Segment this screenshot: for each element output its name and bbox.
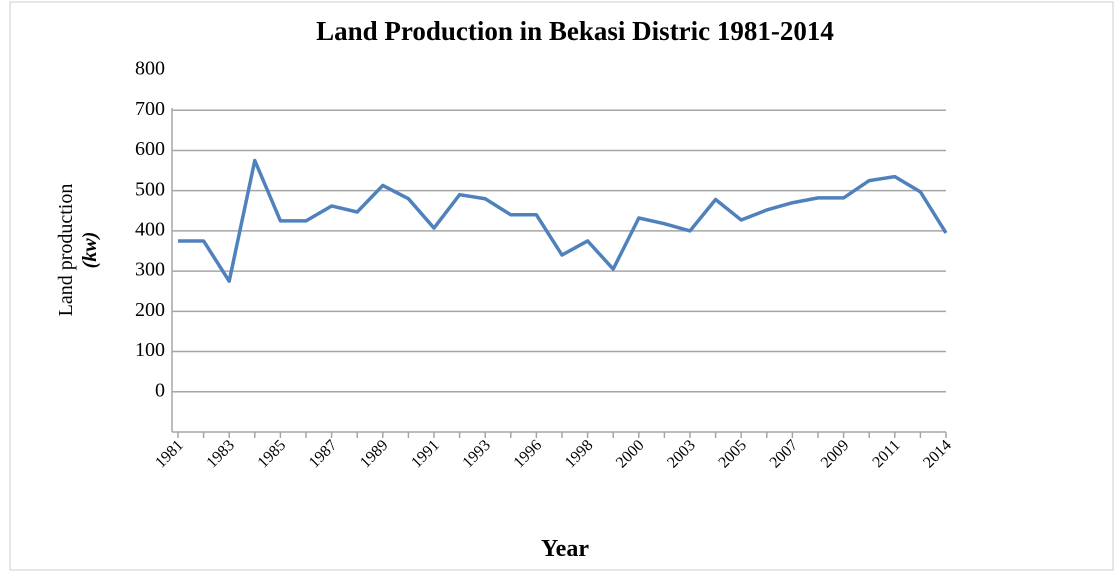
x-tick-label: 1983 xyxy=(203,437,238,472)
y-axis-label: Land production xyxy=(55,184,77,317)
x-tick-label: 1987 xyxy=(306,437,341,472)
x-tick-label: 2014 xyxy=(920,437,955,472)
x-tick-label: 2005 xyxy=(715,437,750,472)
x-tick-label: 2009 xyxy=(818,437,853,472)
y-tick-label: 100 xyxy=(135,339,165,361)
y-tick-label: 700 xyxy=(135,98,165,120)
x-tick-label: 1989 xyxy=(357,437,392,472)
line-series xyxy=(178,158,948,283)
x-tick-label: 1998 xyxy=(562,437,597,472)
y-tick-label: 0 xyxy=(155,379,165,401)
x-tick-label: 1985 xyxy=(255,437,290,472)
x-tick-label: 1996 xyxy=(511,437,546,472)
chart-border xyxy=(9,1,1114,571)
y-tick-label: 600 xyxy=(135,138,165,160)
x-tick-label: 2003 xyxy=(664,437,699,472)
y-tick-label: 200 xyxy=(135,299,165,321)
y-tick-label: 400 xyxy=(135,218,165,240)
x-tick-label: 1981 xyxy=(152,437,187,472)
x-tick-label: 2007 xyxy=(767,437,802,472)
y-tick-label: 500 xyxy=(135,178,165,200)
x-axis-label: Year xyxy=(541,536,589,562)
y-axis-label: (kw) xyxy=(79,232,101,269)
y-tick-label: 800 xyxy=(135,58,165,80)
x-tick-label: 2000 xyxy=(613,437,648,472)
x-tick-label: 1993 xyxy=(459,437,494,472)
chart-title: Land Production in Bekasi Distric 1981-2… xyxy=(316,16,834,46)
y-tick-label: 300 xyxy=(135,259,165,281)
x-tick-label: 1991 xyxy=(408,437,443,472)
x-tick-label: 2011 xyxy=(869,437,903,471)
